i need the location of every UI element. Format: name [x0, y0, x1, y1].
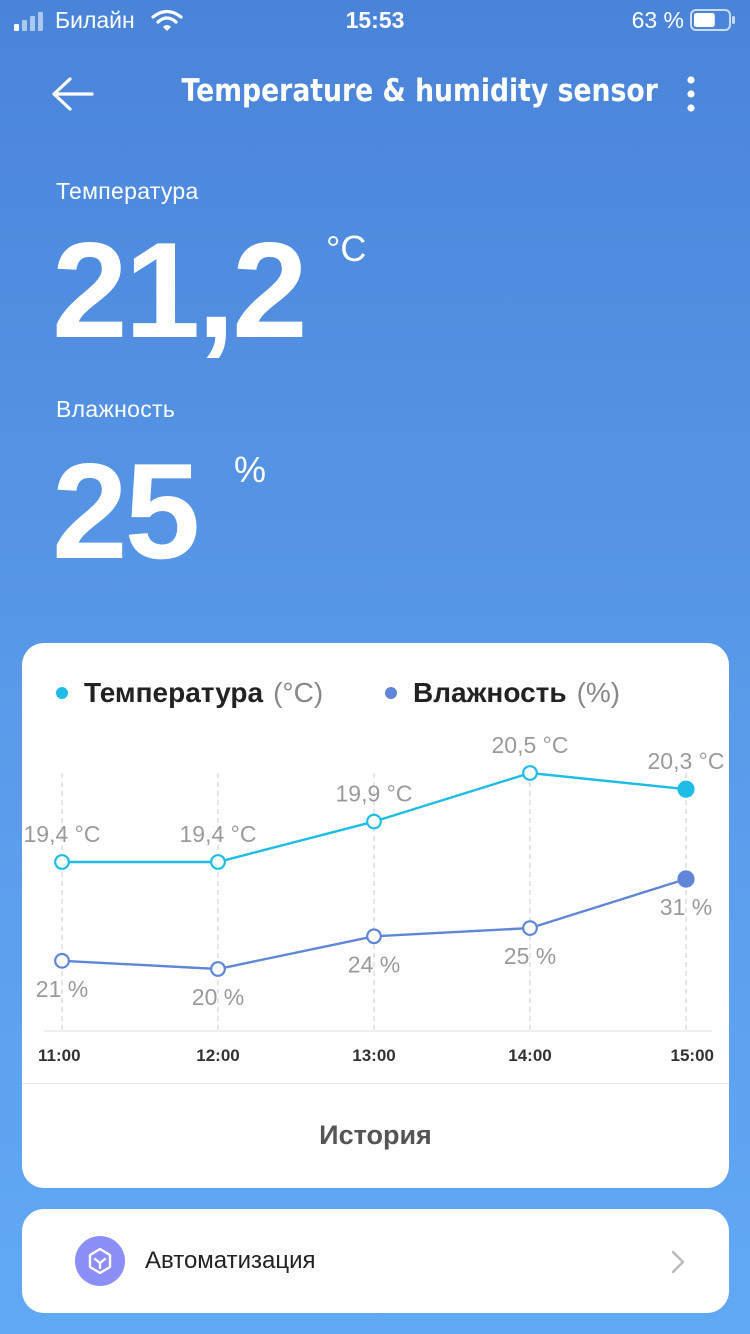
page-title: Temperature & humidity sensor — [181, 73, 658, 109]
temperature-point — [677, 780, 695, 798]
humidity-data-label: 24 % — [348, 951, 400, 977]
temperature-data-label: 19,4 °C — [24, 821, 101, 847]
humidity-point — [54, 952, 70, 969]
humidity-value: 25 — [52, 435, 200, 587]
legend-humidity: Влажность (%) — [385, 677, 620, 709]
humidity-point — [522, 920, 538, 936]
temperature-point — [366, 813, 382, 830]
x-tick-label: 15:00 — [671, 1046, 714, 1065]
temperature-data-label: 19,9 °C — [336, 781, 413, 807]
humidity-point — [366, 928, 382, 945]
history-button[interactable]: История — [319, 1120, 432, 1150]
humidity-data-label: 25 % — [504, 943, 556, 969]
temperature-value: 21,2 — [52, 214, 308, 366]
more-menu-icon[interactable] — [676, 72, 706, 116]
back-arrow-icon[interactable] — [50, 74, 96, 114]
chevron-right-icon — [671, 1250, 685, 1274]
x-tick-label: 14:00 — [508, 1046, 551, 1065]
x-tick-label: 13:00 — [352, 1046, 395, 1065]
x-tick-label: 12:00 — [196, 1046, 239, 1065]
battery-icon — [690, 9, 735, 31]
temperature-point — [522, 765, 538, 781]
temperature-label: Температура — [56, 178, 199, 204]
temperature-data-label: 19,4 °C — [180, 821, 257, 847]
humidity-data-label: 31 % — [660, 894, 712, 920]
automation-icon — [75, 1236, 125, 1286]
humidity-point — [210, 961, 226, 977]
cellular-signal-icon — [14, 12, 43, 31]
temperature-point — [54, 854, 70, 870]
x-tick-label: 11:00 — [38, 1046, 81, 1065]
legend-temperature-unit: (°C) — [273, 677, 324, 708]
legend-humidity-unit: (%) — [576, 677, 621, 708]
humidity-unit: % — [234, 449, 267, 490]
legend-temperature-name: Температура — [84, 677, 264, 708]
status-bar: Билайн 15:53 63 % — [0, 0, 750, 42]
carrier-name: Билайн — [55, 7, 135, 33]
chart-card: Температура (°C) Влажность (%) 19,4 °C 19… — [22, 643, 729, 1188]
humidity-data-label: 21 % — [36, 976, 88, 1002]
chart-legend: Температура (°C) Влажность (%) — [22, 677, 729, 717]
card-divider — [22, 1083, 729, 1084]
wifi-icon — [151, 9, 183, 31]
temperature-data-label: 20,5 °C — [492, 732, 569, 758]
history-chart[interactable]: 19,4 °C 19,4 °C 19,9 °C 20,5 °C 20,3 °C 21 % 2… — [22, 723, 729, 1073]
humidity-data-label: 20 % — [192, 984, 244, 1010]
legend-humidity-dot — [385, 687, 397, 699]
automation-label: Автоматизация — [145, 1247, 316, 1274]
battery-percent: 63 % — [631, 7, 684, 33]
temperature-point — [210, 854, 226, 870]
automation-row[interactable]: Автоматизация — [22, 1209, 729, 1313]
clock: 15:53 — [345, 7, 405, 33]
humidity-point — [677, 870, 695, 888]
legend-temperature-dot — [56, 687, 68, 699]
legend-humidity-name: Влажность — [413, 677, 567, 708]
temperature-data-label: 20,3 °C — [648, 748, 725, 774]
temperature-unit: °C — [326, 228, 367, 269]
legend-temperature: Температура (°C) — [56, 677, 323, 709]
humidity-label: Влажность — [56, 396, 176, 422]
